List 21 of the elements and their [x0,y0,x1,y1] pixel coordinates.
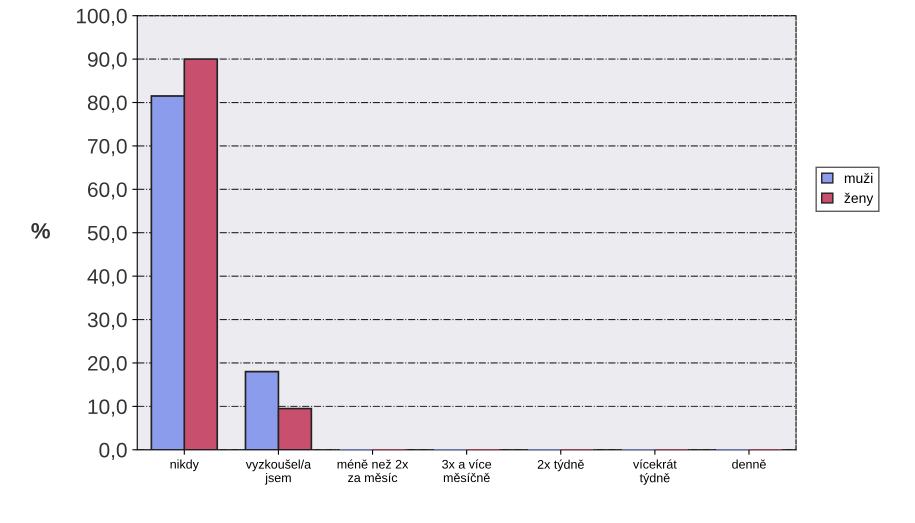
y-tick-label: 20,0 [88,356,127,374]
y-tick-label: 100,0 [76,8,127,26]
y-tick-label: 60,0 [88,182,127,200]
x-tick-label: 3x a více měsíčně [442,459,492,482]
legend-label: muži [844,172,872,184]
x-tick-label: nikdy [170,460,199,472]
x-tick-label: méně než 2x za měsíc [338,459,408,482]
y-axis-title: % [31,223,50,239]
y-tick-label: 80,0 [88,96,127,113]
x-tick-label: vícekrát týdně [633,459,677,485]
legend-label: ženy [844,192,874,206]
y-tick-label: 40,0 [87,269,127,286]
x-tick-label: denně [732,459,766,469]
y-tick-label: 50,0 [88,226,127,243]
y-tick-label: 30,0 [88,312,127,330]
y-tick-label: 90,0 [88,52,127,70]
y-tick-label: 70,0 [88,138,127,156]
y-tick-label: 0,0 [99,442,127,460]
x-tick-label: 2x týdně [538,460,584,472]
y-tick-label: 10,0 [88,399,127,417]
x-tick-label: vyzkoušel/a jsem [246,460,312,485]
